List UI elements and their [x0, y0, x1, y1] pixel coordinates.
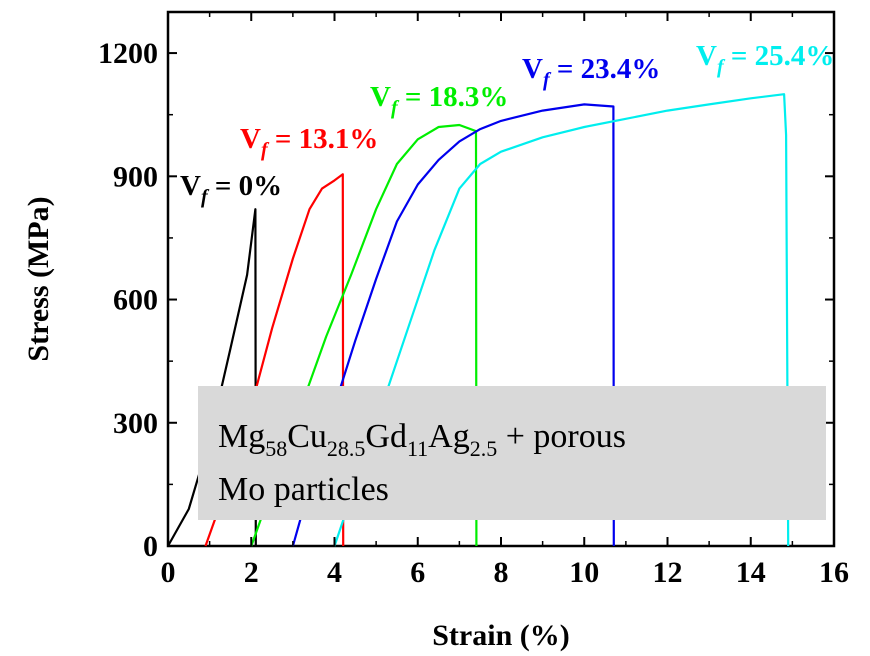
annotation-part: 58 [265, 436, 287, 461]
series-label-4: Vf = 25.4% [696, 40, 834, 78]
annotation-line-1: Mg58Cu28.5Gd11Ag2.5 + porous [218, 418, 626, 461]
annotation-part: Gd [365, 418, 407, 455]
x-tick-label: 14 [736, 556, 766, 589]
series-label-main: V [696, 40, 717, 72]
series-label-layer: Vf = 0%Vf = 13.1%Vf = 18.3%Vf = 23.4% Vf … [180, 40, 834, 208]
y-tick-label: 300 [113, 407, 158, 440]
y-tick-label: 900 [113, 160, 158, 193]
series-label-main: V [180, 170, 201, 202]
series-label-1: Vf = 13.1% [240, 123, 378, 161]
annotation-box [198, 386, 826, 520]
series-line-4 [333, 93, 790, 547]
x-axis-title: Strain (%) [432, 619, 570, 652]
x-tick-label: 16 [819, 556, 849, 589]
series-label-sub: f [391, 97, 400, 119]
series-label-rest: = 0% [208, 170, 283, 202]
series-label-main: V [240, 123, 261, 155]
x-tick-label: 4 [327, 556, 342, 589]
annotation-line-2: Mo particles [218, 471, 389, 508]
series-label-main: V [522, 53, 543, 85]
annotation-part: Mg [218, 418, 265, 455]
y-tick-label: 600 [113, 284, 158, 317]
axis-layer: 0 2 4 6 8 10 12 14 16 0 300 600 900 1200 [98, 12, 849, 589]
series-label-rest: = 25.4% [724, 40, 835, 72]
series-label-sub: f [543, 69, 552, 91]
annotation-part: 28.5 [327, 436, 366, 461]
x-tick-label: 10 [569, 556, 599, 589]
series-label-sub: f [261, 139, 270, 161]
series-label-rest: = 18.3% [398, 81, 509, 113]
x-tick-label: 12 [653, 556, 683, 589]
series-line-0 [167, 208, 257, 547]
annotation-part: + porous [497, 418, 626, 455]
series-line-3 [291, 103, 615, 547]
series-label-main: V [370, 81, 391, 113]
composition-annotation: Mg58Cu28.5Gd11Ag2.5 + porous Mo particle… [198, 386, 826, 520]
x-tick-label: 0 [161, 556, 176, 589]
y-tick-label: 0 [143, 530, 158, 563]
annotation-part: 11 [407, 436, 428, 461]
y-tick-label: 1200 [98, 37, 158, 70]
series-label-rest: = 13.1% [268, 123, 379, 155]
series-label-0: Vf = 0% [180, 170, 282, 208]
series-label-sub: f [717, 56, 726, 78]
x-tick-label: 6 [410, 556, 425, 589]
y-axis-title: Stress (MPa) [22, 196, 55, 361]
annotation-part: 2.5 [470, 436, 498, 461]
series-label-3: Vf = 23.4% [522, 53, 660, 91]
series-label-2: Vf = 18.3% [370, 81, 508, 119]
x-tick-label: 8 [494, 556, 509, 589]
series-label-sub: f [201, 186, 210, 208]
annotation-part: Ag [428, 418, 470, 455]
series-label-rest: = 23.4% [550, 53, 661, 85]
x-tick-label: 2 [244, 556, 259, 589]
annotation-part: Cu [287, 418, 327, 455]
